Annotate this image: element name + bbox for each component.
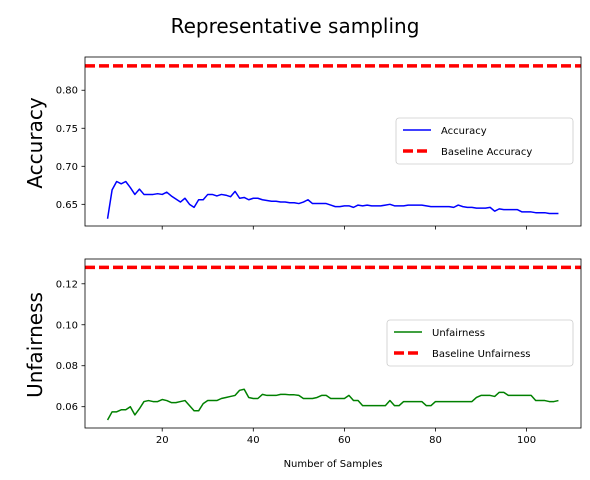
- unfairness-ylabel: Unfairness: [23, 292, 47, 398]
- accuracy-axes-frame: [84, 56, 582, 227]
- legend-box: [395, 117, 574, 165]
- unfairness-axes-frame: [84, 258, 582, 429]
- accuracy-ylabel: Accuracy: [23, 97, 47, 188]
- unfairness-xtick-label: 100: [517, 435, 536, 446]
- unfairness-ytick-label: 0.06: [56, 402, 78, 413]
- unfairness-ytick-label: 0.08: [56, 361, 78, 372]
- legend-box: [386, 319, 574, 367]
- accuracy-ticks: 0.65 0.70 0.75 0.80: [56, 86, 527, 230]
- unfairness-xtick-label: 40: [247, 435, 260, 446]
- unfairness-xtick-label: 80: [429, 435, 442, 446]
- unfairness-lines: [85, 265, 581, 421]
- accuracy-ytick-label: 0.65: [56, 200, 78, 211]
- accuracy-ytick-label: 0.70: [56, 162, 78, 173]
- legend-label-accuracy: Accuracy: [441, 126, 487, 137]
- unfairness-legend: Unfairness Baseline Unfairness: [386, 319, 574, 367]
- unfairness-xtick-label: 20: [156, 435, 169, 446]
- figure-title: Representative sampling: [171, 14, 420, 38]
- unfairness-ytick-label: 0.12: [56, 279, 78, 290]
- accuracy-subplot: Accuracy 0.65 0.70 0.75 0.80 Accuracy Basel…: [23, 56, 582, 230]
- accuracy-legend: Accuracy Baseline Accuracy: [395, 117, 574, 165]
- unfairness-subplot: Unfairness 20 40 60 80 100 0.06 0.08 0.10 0.12 U…: [23, 258, 582, 446]
- accuracy-ytick-label: 0.75: [56, 124, 78, 135]
- unfairness-ytick-label: 0.10: [56, 320, 78, 331]
- accuracy-line: [106, 180, 559, 219]
- legend-label-baseline-accuracy: Baseline Accuracy: [441, 147, 532, 158]
- legend-label-unfairness: Unfairness: [432, 328, 485, 339]
- unfairness-ticks: 20 40 60 80 100 0.06 0.08 0.10 0.12: [56, 279, 536, 446]
- legend-label-baseline-unfairness: Baseline Unfairness: [432, 349, 531, 360]
- unfairness-xtick-label: 60: [338, 435, 351, 446]
- accuracy-ytick-label: 0.80: [56, 86, 78, 97]
- x-axis-label: Number of Samples: [284, 459, 383, 470]
- accuracy-lines: [85, 64, 581, 219]
- unfairness-line: [106, 388, 559, 421]
